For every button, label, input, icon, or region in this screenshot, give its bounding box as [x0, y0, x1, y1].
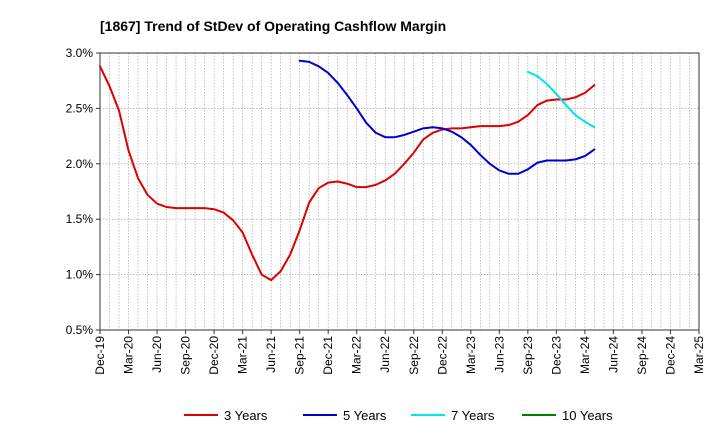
series-line-7-years: [526, 70, 596, 129]
legend-label: 10 Years: [562, 408, 613, 423]
y-tick-label: 0.5%: [66, 323, 94, 337]
x-tick-label: Jun-23: [492, 336, 506, 373]
legend-label: 5 Years: [343, 408, 387, 423]
y-tick-label: 1.0%: [66, 268, 94, 282]
x-tick-label: Mar-25: [692, 336, 706, 374]
x-tick-label: Mar-20: [122, 336, 136, 374]
x-tick-label: Jun-20: [150, 336, 164, 373]
x-tick-label: Dec-20: [207, 336, 221, 375]
y-tick-label: 2.5%: [66, 101, 94, 115]
x-tick-label: Sep-22: [407, 336, 421, 375]
x-tick-label: Dec-19: [93, 336, 107, 375]
y-tick-label: 1.5%: [66, 212, 94, 226]
x-tick-label: Jun-24: [606, 336, 620, 373]
chart-title: [1867] Trend of StDev of Operating Cashf…: [100, 18, 446, 34]
x-tick-label: Sep-24: [635, 336, 649, 375]
series-line-3-years: [99, 65, 596, 282]
series-line-5-years: [298, 59, 596, 175]
x-tick-label: Sep-23: [521, 336, 535, 375]
x-tick-label: Mar-23: [464, 336, 478, 374]
y-tick-label: 2.0%: [66, 157, 94, 171]
x-tick-label: Mar-21: [236, 336, 250, 374]
x-tick-label: Jun-22: [378, 336, 392, 373]
x-tick-label: Dec-21: [321, 336, 335, 375]
legend-label: 7 Years: [451, 408, 495, 423]
x-tick-label: Dec-24: [663, 336, 677, 375]
x-tick-label: Sep-20: [179, 336, 193, 375]
x-tick-label: Mar-24: [578, 336, 592, 374]
x-tick-label: Mar-22: [350, 336, 364, 374]
plot-area-border: [99, 52, 700, 331]
x-tick-label: Dec-22: [435, 336, 449, 375]
x-tick-label: Jun-21: [264, 336, 278, 373]
y-tick-label: 3.0%: [66, 46, 94, 60]
x-tick-label: Sep-21: [293, 336, 307, 375]
x-tick-label: Dec-23: [549, 336, 563, 375]
legend-label: 3 Years: [224, 408, 268, 423]
